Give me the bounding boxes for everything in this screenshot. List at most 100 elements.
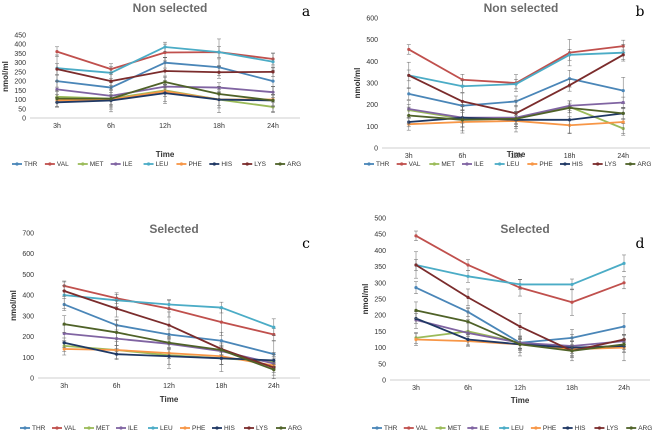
legend-label: HIS <box>224 425 236 432</box>
data-point <box>518 342 522 346</box>
data-point <box>167 341 171 345</box>
data-point <box>466 295 470 299</box>
data-point <box>115 330 119 335</box>
x-axis-label: Time <box>156 150 175 159</box>
data-point <box>568 77 572 81</box>
data-point <box>466 320 470 324</box>
data-point <box>460 78 464 82</box>
data-point <box>407 92 411 96</box>
y-tick-label: 600 <box>366 16 378 23</box>
y-tick-label: 250 <box>374 297 386 304</box>
data-point <box>272 325 276 329</box>
data-point <box>271 70 275 74</box>
y-tick-label: 300 <box>366 81 378 88</box>
legend-marker <box>48 162 52 166</box>
y-tick-label: 0 <box>22 116 26 123</box>
legend-label: ILE <box>474 161 484 168</box>
data-point <box>109 97 113 101</box>
data-point <box>414 234 418 238</box>
legend-marker <box>247 426 251 430</box>
legend-marker <box>534 426 538 430</box>
data-point <box>460 84 464 88</box>
data-point <box>621 120 625 124</box>
data-point <box>570 300 574 304</box>
legend-marker <box>375 426 379 430</box>
legend-marker <box>470 426 474 430</box>
data-point <box>568 106 572 110</box>
legend-label: PHE <box>543 425 557 432</box>
legend-label: LYS <box>605 161 617 168</box>
data-point <box>460 99 464 104</box>
legend-marker <box>87 426 91 430</box>
data-point <box>272 368 276 372</box>
legend-label: VAL <box>409 161 421 168</box>
legend: THR VAL MET ILE LEU PHE HIS LYS ARG <box>12 161 301 168</box>
chart-panel-c: Selected c 0 100 200 300 400 500 600 700 3h 6h 12h 18… <box>9 222 310 432</box>
x-tick-label: 18h <box>213 123 225 130</box>
data-point <box>414 263 418 267</box>
y-tick-label: 250 <box>14 69 26 76</box>
data-point <box>621 53 625 57</box>
data-point <box>466 337 470 342</box>
y-tick-label: 300 <box>22 313 34 320</box>
data-point <box>217 50 221 54</box>
legend-label: LEU <box>511 425 524 432</box>
legend-marker <box>502 426 506 430</box>
legend-label: THR <box>384 425 398 432</box>
y-tick-label: 450 <box>374 232 386 239</box>
chart-title: Selected <box>500 222 549 236</box>
legend-label: LEU <box>507 161 520 168</box>
x-tick-label: 18h <box>564 153 576 160</box>
data-point <box>219 320 223 324</box>
legend-label: ARG <box>637 161 651 168</box>
legend-label: THR <box>32 425 46 432</box>
y-axis-label: nmol/ml <box>1 61 10 92</box>
legend-label: HIS <box>221 161 233 168</box>
data-point <box>621 111 625 115</box>
legend-label: HIS <box>575 425 587 432</box>
legend-label: PHE <box>192 425 206 432</box>
legend-label: ARG <box>638 425 652 432</box>
legend-label: MET <box>441 161 455 168</box>
x-tick-label: 24h <box>617 153 629 160</box>
data-point <box>163 91 167 95</box>
y-tick-label: 150 <box>14 88 26 95</box>
data-point <box>466 274 470 278</box>
x-tick-label: 6h <box>113 383 121 390</box>
legend-marker <box>367 162 371 166</box>
data-point <box>115 352 119 356</box>
legend-label: ARG <box>288 425 302 432</box>
legend-marker <box>55 426 59 430</box>
legend-label: LYS <box>254 161 266 168</box>
x-tick-label: 24h <box>268 383 280 390</box>
data-point <box>568 53 572 57</box>
y-tick-label: 500 <box>22 272 34 279</box>
y-tick-label: 300 <box>14 60 26 67</box>
data-point <box>514 82 518 86</box>
x-tick-label: 3h <box>405 153 413 160</box>
legend-label: HIS <box>572 161 584 168</box>
data-point <box>163 45 167 49</box>
y-tick-label: 150 <box>374 329 386 336</box>
chart-panel-a: Non selected a 0 50 100 150 200 250 300 350 400 450… <box>1 1 310 168</box>
series-val <box>414 230 626 316</box>
y-tick-label: 0 <box>374 146 378 153</box>
y-tick-label: 200 <box>366 102 378 109</box>
legend-marker <box>114 162 118 166</box>
y-tick-label: 100 <box>374 345 386 352</box>
legend-marker <box>23 426 27 430</box>
legend-marker <box>563 162 567 166</box>
y-tick-label: 50 <box>378 361 386 368</box>
data-point <box>570 349 574 353</box>
data-point <box>568 83 572 87</box>
data-point <box>414 286 418 290</box>
legend-label: LYS <box>256 425 268 432</box>
data-point <box>271 79 275 83</box>
legend-marker <box>596 162 600 166</box>
x-axis-label: Time <box>507 150 526 159</box>
y-tick-label: 600 <box>22 251 34 258</box>
legend-marker <box>146 162 151 166</box>
data-point <box>466 263 470 267</box>
data-point <box>219 356 223 360</box>
